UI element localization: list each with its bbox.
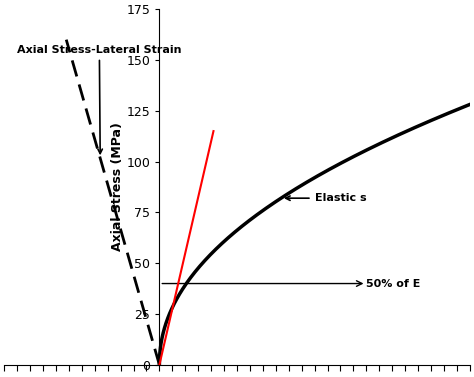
Text: Axial Stress-Lateral Strain: Axial Stress-Lateral Strain <box>17 45 182 153</box>
Y-axis label: Axial Stress (MPa): Axial Stress (MPa) <box>111 123 124 251</box>
Text: Elastic s: Elastic s <box>286 193 366 203</box>
Text: 50% of E: 50% of E <box>366 279 421 288</box>
Text: Axial Stress-Axial Strain: Axial Stress-Axial Strain <box>0 376 1 377</box>
